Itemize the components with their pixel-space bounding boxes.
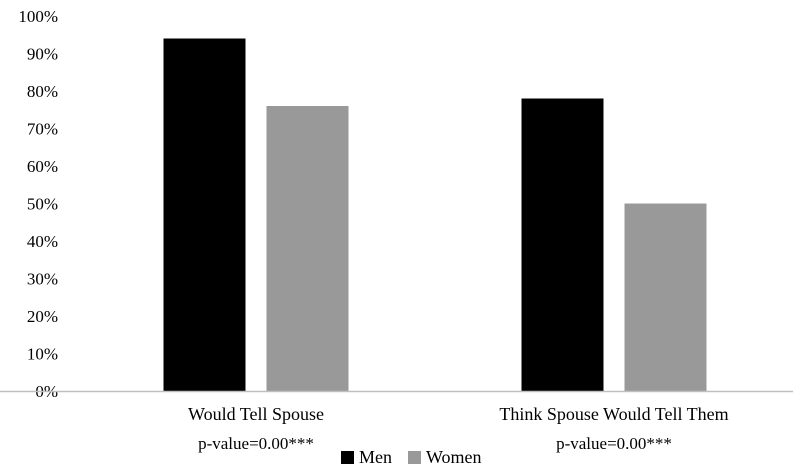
y-tick-label: 60% <box>27 157 58 176</box>
y-tick-label: 30% <box>27 270 58 289</box>
legend-label-men: Men <box>359 447 392 467</box>
bar-men-2 <box>521 98 604 391</box>
legend: Men Women <box>341 447 482 467</box>
bars <box>163 38 707 391</box>
category-label: Would Tell Spouse <box>188 404 324 424</box>
p-value-annotation: p-value=0.00*** <box>198 434 314 453</box>
y-tick-label: 70% <box>27 120 58 139</box>
bar-women-2 <box>624 203 707 391</box>
y-axis-ticks: 0%10%20%30%40%50%60%70%80%90%100% <box>18 7 58 401</box>
y-tick-label: 10% <box>27 345 58 364</box>
y-tick-label: 90% <box>27 45 58 64</box>
legend-swatch-women <box>408 451 421 464</box>
y-tick-label: 50% <box>27 195 58 214</box>
bar-women-1 <box>266 106 349 391</box>
y-tick-label: 40% <box>27 232 58 251</box>
y-tick-label: 20% <box>27 307 58 326</box>
category-labels: Would Tell Spouse p-value=0.00*** Think Sp… <box>188 404 729 453</box>
legend-swatch-men <box>341 451 354 464</box>
y-tick-label: 80% <box>27 82 58 101</box>
category-label: Think Spouse Would Tell Them <box>499 404 728 424</box>
y-tick-label: 100% <box>18 7 58 26</box>
legend-label-women: Women <box>426 447 482 467</box>
bar-men-1 <box>163 38 246 391</box>
p-value-annotation: p-value=0.00*** <box>556 434 672 453</box>
